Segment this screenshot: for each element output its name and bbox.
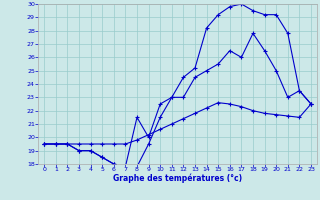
X-axis label: Graphe des températures (°c): Graphe des températures (°c) [113,174,242,183]
